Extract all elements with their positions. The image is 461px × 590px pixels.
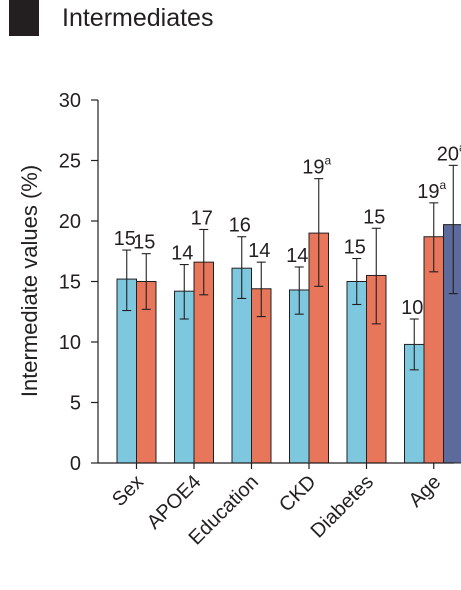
bar bbox=[346, 281, 367, 464]
y-tick-label: 15 bbox=[59, 272, 81, 294]
data-label: 14 bbox=[248, 240, 270, 262]
data-label: 19a bbox=[417, 178, 446, 203]
bar bbox=[443, 224, 461, 464]
y-tick-label: 0 bbox=[70, 453, 81, 475]
y-tick-label: 30 bbox=[59, 90, 81, 112]
data-label: 19a bbox=[302, 154, 331, 179]
y-tick-label: 20 bbox=[59, 211, 81, 233]
chart-panel-title: Intermediates bbox=[62, 4, 214, 32]
data-label: 15 bbox=[133, 232, 155, 254]
x-tick-label: Age bbox=[405, 471, 446, 512]
data-label: 17 bbox=[191, 207, 213, 229]
data-label: 14 bbox=[171, 243, 193, 265]
data-label: 10 bbox=[401, 297, 423, 319]
x-tick-label: Sex bbox=[108, 471, 148, 511]
data-label: 14 bbox=[286, 245, 308, 267]
data-label: 16 bbox=[229, 215, 251, 237]
y-tick-label: 10 bbox=[59, 332, 81, 354]
data-label: 15 bbox=[344, 237, 366, 259]
y-tick-label: 5 bbox=[70, 393, 81, 415]
header-square bbox=[9, 0, 39, 36]
data-label: 15 bbox=[363, 206, 385, 228]
bar bbox=[289, 289, 310, 464]
y-axis-label: Intermediate values (%) bbox=[17, 165, 42, 397]
data-label: 20a bbox=[437, 140, 461, 165]
bars-layer: 1515141716141419a15151019a20a bbox=[114, 140, 461, 464]
x-tick-label: Diabetes bbox=[307, 471, 378, 542]
y-axis: 0 5 10 15 20 25 30 bbox=[59, 90, 99, 475]
data-label: 15 bbox=[114, 228, 136, 250]
x-tick-label: CKD bbox=[275, 471, 320, 516]
y-tick-label: 25 bbox=[59, 151, 81, 173]
